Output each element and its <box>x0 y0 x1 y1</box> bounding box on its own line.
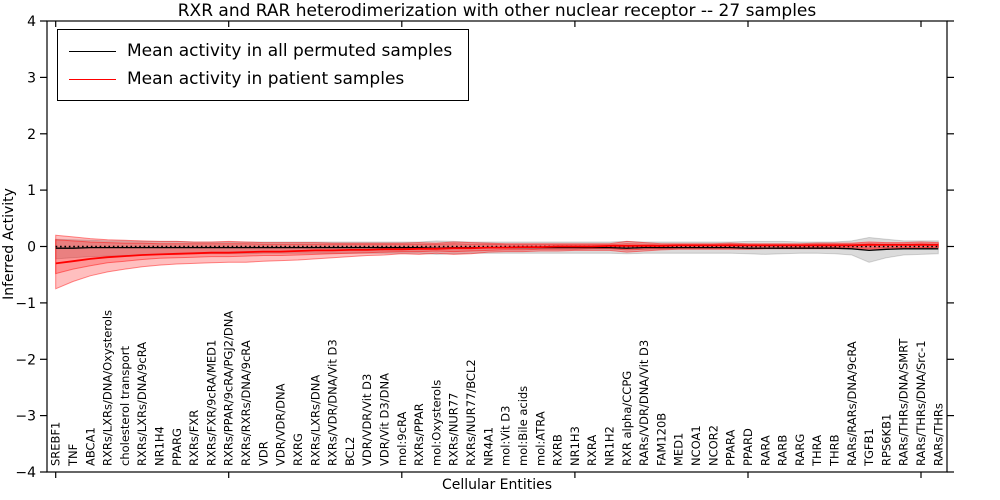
x-tick-label: PPARG <box>170 428 184 466</box>
y-tick-label: −2 <box>15 352 36 368</box>
x-tick-label: RARs/THRs/DNA/Src-1 <box>914 340 928 466</box>
y-tick-label: −3 <box>15 409 36 425</box>
x-tick-label: RARs/VDR/DNA/Vit D3 <box>637 340 651 466</box>
x-tick-label: ABCA1 <box>83 427 97 466</box>
x-tick-label: mol:ATRA <box>533 411 547 466</box>
x-tick-label: PPARA <box>724 429 738 466</box>
legend-line-sample-patient <box>69 78 116 80</box>
legend-entry-patient: Mean activity in patient samples <box>69 65 452 93</box>
x-tick-label: RARA <box>758 435 772 466</box>
x-tick-label: PPARD <box>741 428 755 466</box>
x-axis-label: Cellular Entities <box>441 477 553 493</box>
legend-line-sample-permuted <box>69 50 116 52</box>
x-tick-label: RXRG <box>291 433 305 466</box>
x-tick-label: VDR/Vit D3/DNA <box>378 373 392 466</box>
x-tick-label: NR1H4 <box>153 426 167 466</box>
x-tick-label: RXRs/LXRs/DNA/Oxysterols <box>101 310 115 466</box>
x-tick-label: RXRs/PPAR <box>412 403 426 466</box>
x-tick-label: RXRs/LXRs/DNA/9cRA <box>135 342 149 466</box>
x-tick-label: VDR <box>256 441 270 466</box>
x-tick-label: THRA <box>810 435 824 467</box>
x-tick-label: RXRs/NUR77/BCL2 <box>464 359 478 466</box>
x-tick-label: mol:9cRA <box>395 412 409 466</box>
x-tick-label: RARs/THRs/DNA/SMRT <box>897 338 911 466</box>
x-tick-label: RARB <box>776 435 790 466</box>
legend: Mean activity in all permuted samples Me… <box>57 29 470 101</box>
x-tick-label: RXRs/RXRs/DNA/9cRA <box>239 340 253 466</box>
x-tick-label: NCOR2 <box>706 425 720 466</box>
x-tick-label: mol:Bile acids <box>516 386 530 466</box>
x-tick-label: VDR/VDR/Vit D3 <box>360 374 374 466</box>
series-line-patient <box>55 243 939 265</box>
x-tick-label: RXRs/PPAR/9cRA/PGJ2/DNA <box>222 311 236 466</box>
permuted-samples-band <box>55 236 939 263</box>
x-tick-label: VDR/VDR/DNA <box>274 383 288 466</box>
chart-title: RXR and RAR heterodimerization with othe… <box>177 1 817 21</box>
x-tick-label: NR1H2 <box>603 426 617 466</box>
x-tick-label: RXRs/LXRs/DNA <box>308 375 322 466</box>
y-tick-label: 2 <box>27 127 36 143</box>
x-tick-label: NR4A1 <box>481 427 495 466</box>
y-tick-label: −1 <box>15 296 36 312</box>
legend-label-patient: Mean activity in patient samples <box>127 69 405 89</box>
x-tick-label: RXRs/VDR/DNA/Vit D3 <box>326 339 340 466</box>
x-tick-label: SREBF1 <box>49 422 63 466</box>
x-tick-label: RARs/THRs <box>931 403 945 466</box>
x-tick-label: TGFB1 <box>862 428 876 467</box>
y-tick-label: −4 <box>15 465 36 481</box>
x-tick-label: RARs/RARs/DNA/9cRA <box>845 341 859 466</box>
y-tick-label: 0 <box>27 240 36 256</box>
y-tick-label: 4 <box>27 14 36 30</box>
x-tick-label: FAM120B <box>654 413 668 466</box>
x-tick-label: BCL2 <box>343 437 357 466</box>
x-tick-label: RXRs/FXR <box>187 410 201 466</box>
x-tick-label: RPS6KB1 <box>879 414 893 466</box>
patient-samples-band-outer <box>55 234 939 290</box>
legend-entry-permuted: Mean activity in all permuted samples <box>69 37 452 65</box>
x-tick-label: RARG <box>793 434 807 466</box>
x-tick-label: RXR alpha/CCPG <box>620 371 634 466</box>
x-tick-label: THRB <box>828 434 842 467</box>
y-tick-label: 1 <box>27 183 36 199</box>
x-tick-label: mol:Vit D3 <box>499 406 513 466</box>
x-tick-label: NR1H3 <box>568 426 582 466</box>
y-axis-label: Inferred Activity <box>1 188 17 300</box>
y-tick-label: 3 <box>27 70 36 86</box>
x-tick-label: RXRs/FXR/9cRA/MED1 <box>204 340 218 466</box>
legend-label-permuted: Mean activity in all permuted samples <box>127 41 453 61</box>
x-tick-label: RXRs/NUR77 <box>447 393 461 466</box>
x-tick-label: TNF <box>66 444 80 467</box>
x-tick-label: NCOA1 <box>689 425 703 466</box>
x-tick-label: mol:Oxysterols <box>429 380 443 466</box>
x-tick-label: RXRA <box>585 435 599 466</box>
x-tick-label: cholesterol transport <box>118 346 132 466</box>
x-tick-label: RXRB <box>551 434 565 466</box>
x-tick-label: MED1 <box>672 433 686 466</box>
